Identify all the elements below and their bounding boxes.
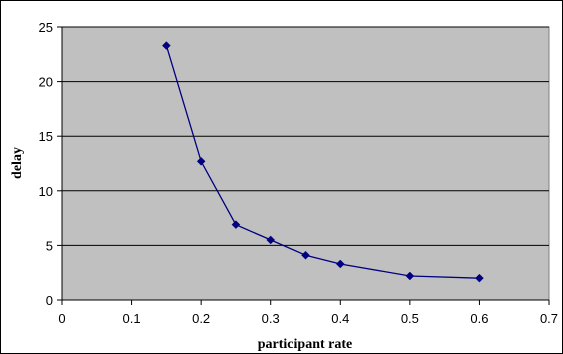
x-tick-label-1: 0.1: [123, 311, 141, 326]
x-tick-label-2: 0.2: [192, 311, 210, 326]
data-point-marker: [405, 271, 415, 281]
y-axis-ticks: 0 5 10 15 20 25: [39, 20, 62, 308]
data-point-marker: [196, 156, 206, 166]
y-tick-label-4: 20: [39, 75, 53, 90]
y-tick-label-5: 25: [39, 20, 53, 35]
data-point-marker: [266, 235, 276, 245]
x-tick-label-5: 0.5: [401, 311, 419, 326]
x-axis-title: participant rate: [258, 337, 352, 352]
y-tick-label-2: 10: [39, 184, 53, 199]
y-tick-label-0: 0: [46, 293, 53, 308]
axes: [61, 27, 549, 301]
data-point-marker: [335, 259, 345, 269]
y-tick-label-1: 5: [46, 238, 53, 253]
series-group: [162, 41, 484, 283]
data-point-marker: [231, 220, 241, 230]
x-tick-label-4: 0.4: [331, 311, 349, 326]
x-tick-label-0: 0: [58, 311, 65, 326]
x-tick-label-3: 0.3: [262, 311, 280, 326]
x-axis-ticks: 0 0.1 0.2 0.3 0.4 0.5 0.6 0.7: [58, 300, 558, 326]
series-line-0: [165, 45, 480, 279]
gridlines: [62, 26, 549, 246]
x-tick-label-6: 0.6: [470, 311, 488, 326]
y-axis-title: delay: [10, 147, 25, 179]
y-tick-label-3: 15: [39, 129, 53, 144]
data-point-marker: [162, 41, 171, 50]
data-point-marker: [301, 250, 310, 260]
x-tick-label-7: 0.7: [540, 311, 558, 326]
data-point-marker: [475, 273, 484, 283]
